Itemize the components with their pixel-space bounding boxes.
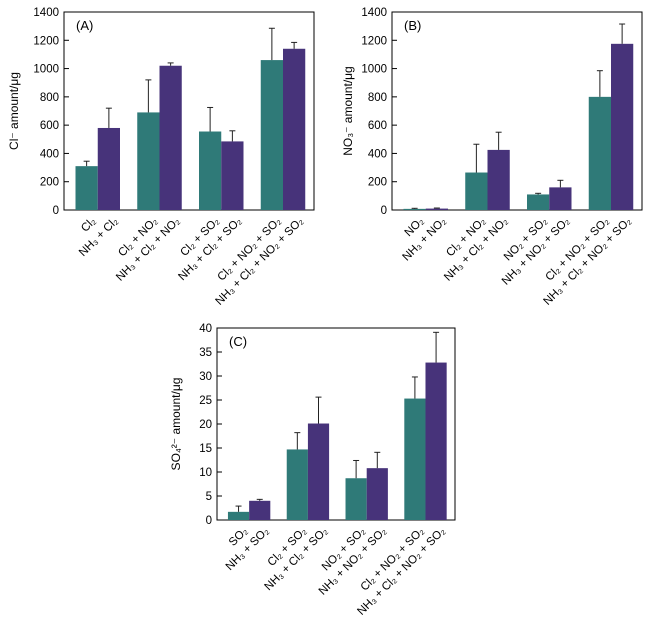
y-tick-label: 20 [199,419,212,431]
bar [465,172,488,210]
bar [588,96,611,210]
y-tick-label: 40 [199,323,212,335]
y-tick-label: 5 [206,491,212,503]
bar [137,112,160,210]
y-tick-label: 0 [206,515,212,527]
y-axis-label: NO₃⁻ amount/μg [341,66,355,156]
y-tick-label: 1200 [361,35,387,47]
bar [487,149,510,210]
panel-label: (B) [404,18,421,33]
y-tick-label: 30 [199,371,212,383]
bar [75,166,98,210]
y-tick-label: 800 [368,92,387,104]
bar [611,43,634,211]
panel-b: 0 200 400 600 800 1000 1200 1400 NO₃⁻ amount/μg (… [341,7,643,308]
bar [221,141,244,210]
y-tick-label: 35 [199,347,212,359]
y-tick-label: 600 [40,120,59,132]
bar [260,60,283,211]
bar [97,127,120,210]
panel-label: (C) [229,334,247,349]
y-tick-label: 1000 [33,64,59,76]
bar [345,478,367,520]
bar [403,208,426,210]
bar [283,48,306,211]
bar [527,194,550,210]
y-axis-label: Cl⁻ amount/μg [7,72,21,150]
y-tick-label: 1000 [361,64,387,76]
bar [425,208,448,210]
bar [249,500,271,520]
y-tick-label: 1200 [33,35,59,47]
y-tick-label: 0 [381,205,387,217]
y-tick-label: 10 [199,467,212,479]
y-tick-label: 25 [199,395,212,407]
y-tick-label: 400 [40,148,59,160]
panel-a: 0 200 400 600 800 1000 1200 1400 Cl⁻ amount/μg (A… [7,7,315,308]
y-tick-label: 200 [368,177,387,189]
y-tick-label: 200 [40,177,59,189]
plot-frame [391,11,643,211]
bar [549,187,572,210]
bar [366,468,388,520]
bar [307,423,330,520]
bar [227,511,250,520]
y-tick-label: 1400 [33,7,59,19]
y-tick-label: 15 [199,443,212,455]
bar [425,362,447,520]
y-tick-label: 800 [40,92,59,104]
bar [404,398,426,520]
y-tick-label: 1400 [361,7,387,19]
y-axis-label: SO₄²⁻ amount/μg [169,378,183,471]
y-tick-label: 0 [53,205,59,217]
plot-frame [63,11,315,211]
bar [159,65,182,210]
panel-label: (A) [76,18,93,33]
bar [199,131,222,210]
y-tick-label: 400 [368,148,387,160]
bar [286,449,308,520]
y-tick-label: 600 [368,120,387,132]
